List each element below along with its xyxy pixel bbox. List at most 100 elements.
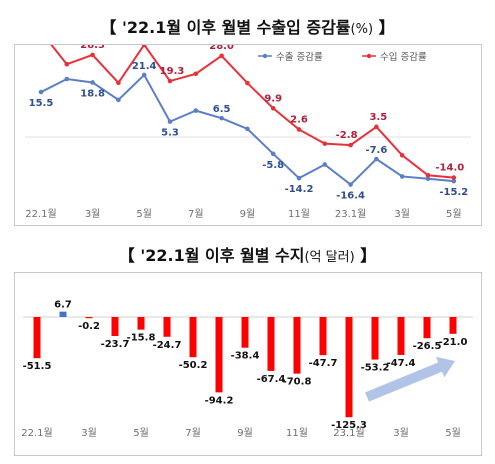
- export-data-label: -7.6: [365, 145, 387, 156]
- balance-bar: [59, 311, 67, 317]
- balance-bar: [163, 317, 171, 337]
- balance-bar: [215, 317, 223, 393]
- legend-entry: 수출 증감률: [276, 51, 323, 63]
- balance-bar: [189, 317, 197, 358]
- bar-value-label: -15.8: [127, 333, 156, 344]
- balance-bar: [267, 317, 275, 371]
- import-point: [193, 71, 199, 77]
- balance-bar: [241, 317, 249, 348]
- x-tick-label: 7월: [188, 208, 204, 220]
- import-series-line: [50, 45, 454, 179]
- x-tick-label: 9월: [237, 427, 253, 439]
- balance-bar: [293, 317, 301, 374]
- import-point: [219, 53, 224, 59]
- balance-bar: [85, 317, 93, 319]
- title-main: '22.1월 이후 월별 수지: [140, 246, 305, 265]
- line-chart: 15.5 18.8 21.4 5.3 6.5 -5.8 -14.2 -16.4 -7.6 -15.…: [25, 45, 471, 220]
- import-data-label: 2.6: [290, 114, 308, 125]
- x-tick-label: 11월: [286, 427, 308, 439]
- x-tick-label: 5월: [136, 208, 152, 220]
- bar-value-label: -50.2: [179, 360, 208, 371]
- import-point: [64, 61, 70, 67]
- x-tick-label: 5월: [445, 427, 461, 439]
- x-tick-label: 23.1월: [335, 208, 366, 220]
- bar-value-label: -0.2: [78, 321, 100, 332]
- x-tick-label: 3월: [394, 208, 410, 220]
- import-point: [348, 142, 353, 148]
- import-point: [425, 172, 431, 178]
- trend-arrow: [365, 356, 455, 402]
- export-data-label: -16.4: [336, 191, 365, 202]
- title-close-bracket: 】: [378, 18, 395, 37]
- export-data-label: 21.4: [132, 61, 157, 72]
- import-point: [322, 141, 328, 146]
- import-point: [116, 80, 121, 86]
- bar-chart: -51.5 6.7 -0.2-23.7-15.8-24.7 -50.2 -94.2 -38…: [21, 300, 473, 439]
- bar-value-label: -47.7: [309, 358, 338, 369]
- line-chart-title: 【 '22.1월 이후 월별 수출입 증감률(%) 】: [0, 14, 495, 38]
- import-point: [245, 80, 250, 86]
- import-data-label: 28.0: [209, 45, 234, 52]
- import-point: [270, 105, 276, 111]
- import-point: [90, 52, 95, 58]
- x-tick-label: 11월: [288, 208, 310, 220]
- title-unit: (억 달러): [304, 250, 355, 265]
- export-data-label: -5.8: [262, 160, 284, 171]
- legend-swatch-marker: [262, 53, 268, 59]
- x-tick-label: 3월: [81, 427, 97, 439]
- export-point: [193, 108, 199, 113]
- export-point: [374, 156, 379, 162]
- title-open-bracket: 【: [100, 18, 117, 37]
- legend-entry: 수입 증감률: [380, 51, 427, 63]
- export-point: [141, 72, 147, 78]
- balance-bar: [33, 317, 41, 359]
- balance-bar: [423, 317, 431, 339]
- balance-bar: [345, 317, 353, 418]
- bar-value-label: -24.7: [153, 340, 182, 351]
- import-point: [374, 124, 379, 130]
- export-point: [322, 162, 328, 167]
- x-tick-label: 3월: [393, 427, 409, 439]
- title-open-bracket: 【: [118, 246, 135, 265]
- title-close-bracket: 】: [360, 246, 377, 265]
- x-tick-label: 5월: [133, 427, 149, 439]
- import-data-label: 28.3: [80, 45, 105, 51]
- bar-value-label: -21.0: [439, 337, 468, 348]
- export-point: [296, 175, 302, 181]
- title-main: '22.1월 이후 월별 수출입 증감률: [121, 18, 351, 37]
- export-point: [348, 182, 353, 187]
- balance-bar: [137, 317, 145, 330]
- export-data-label: -15.2: [439, 187, 468, 198]
- x-tick-label: 3월: [85, 208, 101, 220]
- import-data-label: 3.5: [370, 112, 388, 123]
- legend-swatch-marker: [366, 53, 372, 59]
- balance-bar: [397, 317, 405, 355]
- bar-value-label: -51.5: [23, 361, 52, 372]
- bar-chart-title: 【 '22.1월 이후 월별 수지(억 달러) 】: [0, 242, 495, 266]
- export-point: [245, 126, 250, 132]
- x-tick-label: 22.1월: [25, 208, 56, 220]
- x-tick-label: 23.1월: [333, 427, 364, 439]
- import-point: [296, 127, 302, 132]
- export-point: [219, 115, 224, 121]
- export-point: [270, 151, 276, 157]
- bar-value-label: -94.2: [205, 395, 234, 406]
- export-data-label: 5.3: [161, 128, 179, 139]
- export-data-label: 18.8: [80, 88, 105, 99]
- x-tick-label: 9월: [240, 208, 256, 220]
- bar-value-label: -26.5: [413, 341, 442, 352]
- x-tick-label: 22.1월: [21, 427, 52, 439]
- export-data-label: 15.5: [29, 98, 54, 109]
- balance-bar: [449, 317, 457, 334]
- import-data-label: -2.8: [336, 130, 358, 141]
- bar-value-label: -23.7: [101, 339, 130, 350]
- export-data-label: -14.2: [285, 184, 314, 195]
- x-tick-label: 5월: [446, 208, 462, 220]
- bar-value-label: 6.7: [54, 300, 72, 311]
- export-data-label: 6.5: [213, 104, 231, 115]
- import-point: [167, 78, 173, 84]
- export-point: [64, 76, 70, 82]
- import-point: [451, 175, 457, 180]
- bar-chart-panel: -51.5 6.7 -0.2 -23.7 -15.8 -24.7 -50.2 -94.2 -38…: [14, 272, 482, 456]
- import-data-label: 19.3: [160, 66, 185, 77]
